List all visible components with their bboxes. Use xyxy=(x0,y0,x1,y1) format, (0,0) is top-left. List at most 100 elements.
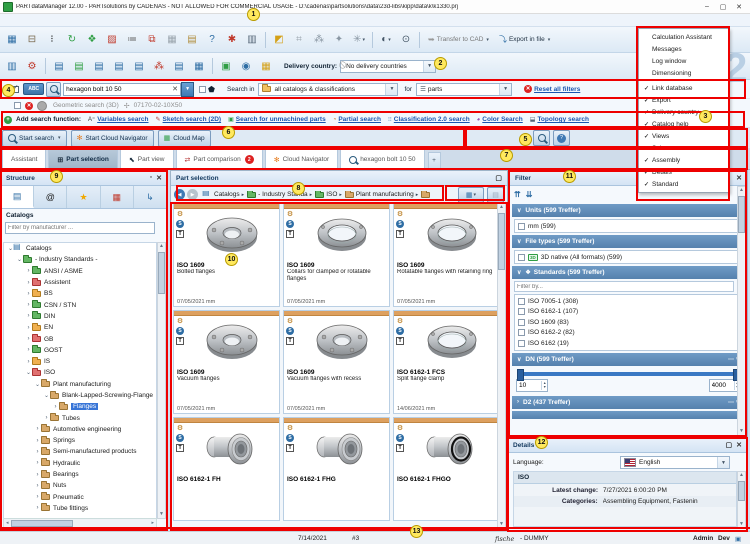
tree-item[interactable]: ⌄ Catalogs xyxy=(4,243,156,254)
toolbar-icon[interactable]: ▦ xyxy=(261,60,271,72)
close-panel-icon[interactable]: ✕ xyxy=(156,175,162,182)
tree-item[interactable]: › Semi-manufactured products xyxy=(4,446,156,457)
toolbar-icon[interactable]: ⁝▾ xyxy=(50,34,54,45)
text-search-toggle[interactable]: ABC xyxy=(23,83,45,95)
toolbar-icon[interactable]: ▤ xyxy=(134,60,144,72)
toolbar-icon[interactable]: ↻▾ xyxy=(67,34,77,45)
toolbar-icon[interactable]: ▨▾ xyxy=(107,34,117,45)
menu-option[interactable]: Messages xyxy=(652,45,682,53)
expand-icon[interactable]: › xyxy=(27,302,30,309)
toolbar-icon[interactable]: ◐ ▾ xyxy=(381,34,391,45)
toolbar-icon[interactable]: ⚙ xyxy=(27,60,37,72)
back-button[interactable]: ◀ xyxy=(174,189,185,200)
menu-option-checked[interactable]: ✓ Link database xyxy=(644,84,693,92)
filter-section-d2[interactable]: › D2 (437 Treffer) ⋯ ∨ xyxy=(512,395,745,409)
tree-item[interactable]: › Tube fittings xyxy=(4,503,156,514)
exact-checkbox[interactable] xyxy=(199,85,207,93)
transfer-to-cad-button[interactable]: ➥ Transfer to CAD ▾ xyxy=(428,35,489,44)
language-select[interactable]: English ▼ xyxy=(620,456,730,469)
maximize-panel-icon[interactable]: ▢ xyxy=(495,175,502,182)
toolbar-icon[interactable]: ◉ xyxy=(241,60,251,72)
expand-icon[interactable]: › xyxy=(36,448,39,455)
fulltext-checkbox[interactable]: ✓ xyxy=(12,84,20,93)
export-in-file-button[interactable]: ⤵ Export in file ▾ xyxy=(498,35,551,44)
classification-search-link[interactable]: ⁝⁝ Classification 2.0 search xyxy=(387,116,470,123)
expand-icon[interactable]: › xyxy=(27,313,30,320)
toolbar-icon[interactable]: ▥ xyxy=(7,60,17,72)
expand-icon[interactable]: › xyxy=(36,460,39,467)
checkbox[interactable] xyxy=(518,297,525,305)
expand-icon[interactable]: › xyxy=(36,426,39,433)
expand-icon[interactable]: › xyxy=(27,268,30,275)
toolbar-icon[interactable]: ✳ ▾ xyxy=(353,34,365,45)
expand-all-icon[interactable]: ⇈ xyxy=(514,190,521,199)
link-tab-icon[interactable]: @ xyxy=(34,186,68,208)
breadcrumb-item[interactable]: - Industry Standa ▸ xyxy=(247,191,312,198)
tree-item[interactable]: ⌄ Blank-Lapped-Screwing-Flange xyxy=(43,390,154,399)
toolbar-icon[interactable]: ▤ xyxy=(74,60,84,72)
tree-item[interactable]: › BS xyxy=(4,288,156,299)
parts-scrollbar[interactable]: ▲ ▼ xyxy=(497,203,506,529)
toolbar-icon[interactable]: ▦▾ xyxy=(167,34,177,45)
for-select[interactable]: ☰ parts ▼ xyxy=(416,82,513,96)
checkbox[interactable] xyxy=(518,308,525,316)
toolbar-icon[interactable]: ▤ xyxy=(174,60,184,72)
ISO 6162-1 FHGO[interactable]: ⚙ S T xyxy=(393,417,498,521)
standards-option[interactable]: ISO 1609 (83) xyxy=(515,317,742,328)
dn-min-input[interactable] xyxy=(517,381,541,389)
delivery-country-select[interactable]: ⃠ No delivery countries▼ xyxy=(340,59,437,73)
tree-item[interactable]: › GB xyxy=(4,333,156,344)
menu-option[interactable]: Log window xyxy=(652,57,687,65)
menu-option[interactable]: Calculation Assistant xyxy=(652,33,712,41)
topology-search-link[interactable]: ⬓ Topology search xyxy=(529,116,589,123)
tab-cloud-navigator[interactable]: ✻ Cloud Navigator xyxy=(264,149,339,169)
toolbar-icon[interactable]: ▤▾ xyxy=(187,34,197,45)
toolbar-icon[interactable]: ⊙▾ xyxy=(401,34,411,45)
menu-option-checked[interactable]: ✓ Assembly xyxy=(644,156,681,164)
tab-search-hexagon-bolt[interactable]: hexagon bolt 10 50 xyxy=(340,149,425,169)
expand-icon[interactable]: ⌄ xyxy=(25,370,32,377)
toolbar-icon[interactable]: ⁂▾ xyxy=(314,34,324,45)
menu-option-checked[interactable]: ✓ Catalog help xyxy=(644,120,689,128)
checkbox[interactable] xyxy=(518,329,525,337)
standards-filter-input[interactable] xyxy=(514,281,734,292)
expand-icon[interactable]: › xyxy=(54,403,57,410)
expand-icon[interactable]: › xyxy=(36,494,39,501)
expand-icon[interactable]: ⌄ xyxy=(34,381,41,388)
partial-search-link[interactable]: ◔ Partial search xyxy=(332,116,381,123)
toolbar-icon[interactable]: ✱▾ xyxy=(227,34,237,45)
search-input[interactable] xyxy=(63,82,182,96)
standards-option[interactable]: ISO 6162-2 (82) xyxy=(515,328,742,339)
menu-option-checked[interactable]: ✓ Export xyxy=(644,96,671,104)
search-in-select[interactable]: all catalogs & classifications ▼ xyxy=(258,82,399,96)
checkbox[interactable] xyxy=(518,318,525,326)
search-history-dropdown[interactable]: ▼ xyxy=(181,81,195,97)
tree-item[interactable]: › ANSI / ASME xyxy=(4,266,156,277)
checkbox[interactable] xyxy=(518,222,525,230)
tree-item[interactable]: › EN xyxy=(4,322,156,333)
manufacturer-filter-input[interactable] xyxy=(5,222,155,234)
tree-item[interactable]: › DIN xyxy=(4,311,156,322)
filter-option-3d-native[interactable]: 3D 3D native (All formats) (599) xyxy=(514,250,743,264)
menu-option-checked[interactable]: ✓ Details xyxy=(644,168,672,176)
standards-option[interactable]: ISO 6162-1 (107) xyxy=(515,307,742,318)
filter-section-partial[interactable] xyxy=(512,410,745,419)
forward-button[interactable]: ▶ xyxy=(187,189,198,200)
tree-item[interactable]: › Hydraulic xyxy=(4,458,156,469)
breadcrumb-item[interactable]: Catalogs▸ xyxy=(203,191,244,198)
filter-section-units[interactable]: ∨ Units (599 Treffer) xyxy=(512,204,745,217)
search-mode-button[interactable] xyxy=(46,81,62,97)
toolbar-icon[interactable]: ▦ xyxy=(194,60,204,72)
menu-option-checked[interactable]: ✓ Sales xyxy=(644,144,669,152)
ISO 6162-1 FHG[interactable]: ⚙ S T xyxy=(283,417,390,521)
menu-option-checked[interactable]: ✓ Standard xyxy=(644,180,679,188)
checkbox[interactable] xyxy=(518,253,525,261)
clear-search-icon[interactable]: ✕ xyxy=(172,86,179,93)
ISO 1609[interactable]: ⚙ S T xyxy=(283,310,390,414)
toolbar-icon[interactable]: ▥▾ xyxy=(247,34,257,45)
toolbar-icon[interactable]: ❖▾ xyxy=(87,34,97,45)
view-mode-dropdown[interactable]: ▦ ▾ xyxy=(458,186,484,203)
expand-icon[interactable]: › xyxy=(27,358,30,365)
minimize-button[interactable]: – xyxy=(705,3,709,10)
toolbar-icon[interactable]: ?▾ xyxy=(209,34,215,45)
